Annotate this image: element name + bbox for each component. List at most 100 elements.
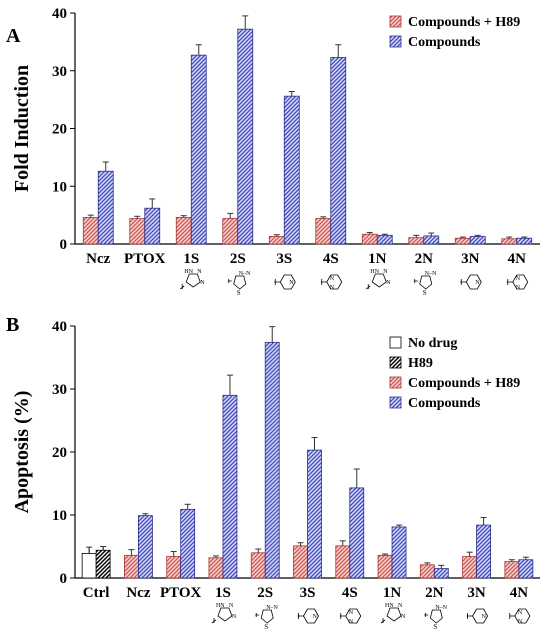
- legend-label: No drug: [408, 336, 457, 351]
- thiadiazole-icon: [413, 270, 438, 298]
- bar-compounds-2s: [264, 341, 280, 579]
- y-tick-label: 10: [52, 179, 67, 195]
- triazole-icon: [380, 602, 407, 624]
- bar-compounds-h89-2s: [222, 218, 239, 245]
- legend-label: Compounds + H89: [408, 15, 520, 30]
- y-tick-label: 0: [60, 571, 68, 587]
- y-axis-label: Apoptosis (%): [11, 391, 33, 514]
- triazole-icon: [211, 602, 238, 624]
- pyrimidine-icon: [320, 274, 343, 292]
- bar-compounds-ncz: [97, 170, 114, 245]
- bar-compounds-h89-2n: [408, 237, 425, 245]
- legend-swatch: [389, 35, 402, 48]
- bar-compounds-h89-1n: [361, 233, 378, 245]
- bar-compounds-1s: [222, 394, 238, 579]
- bar-compounds-1s: [190, 54, 207, 245]
- bar-compounds-h89-1n: [377, 554, 393, 579]
- y-tick-label: 40: [52, 6, 67, 22]
- bar-compounds-3n: [476, 524, 491, 579]
- bar-compounds-h89-4n: [501, 238, 518, 245]
- bar-compounds-h89-4n: [504, 561, 520, 579]
- category-label: PTOX: [160, 585, 202, 601]
- legend: Compounds + H89 Compounds: [389, 15, 520, 50]
- bar-compounds-2s: [237, 28, 254, 245]
- category-label: 4S: [323, 251, 339, 267]
- legend-swatch: [389, 376, 402, 389]
- legend-label: Compounds: [408, 35, 481, 50]
- bar-compounds-h89-ncz: [82, 217, 99, 245]
- legend-label: Compounds: [408, 396, 481, 411]
- pyridine-icon: [297, 608, 319, 624]
- category-label: 1N: [383, 585, 402, 601]
- bar-compounds-4s: [349, 487, 365, 579]
- triazole-icon: [365, 268, 392, 290]
- bar-compounds-h89-1s: [175, 217, 192, 245]
- bar-compounds-2n: [433, 568, 449, 579]
- category-label: 3S: [276, 251, 292, 267]
- category-label: 3N: [467, 585, 486, 601]
- panel-label: B: [6, 314, 19, 336]
- category-label: 4N: [508, 251, 527, 267]
- category-label: 2S: [230, 251, 246, 267]
- bar-compounds-3s: [283, 95, 300, 245]
- bar-compounds-3n: [469, 236, 486, 245]
- category-label: PTOX: [124, 251, 166, 267]
- bar-compounds-1n: [391, 526, 407, 579]
- bar-compounds-h89-ncz: [124, 554, 139, 579]
- bar-compounds-h89-1s: [208, 557, 224, 579]
- bar-compounds-h89-2n: [419, 564, 435, 579]
- category-label: 4S: [342, 585, 358, 601]
- bar-compounds-4n: [518, 559, 534, 579]
- bar-compounds-3s: [307, 449, 322, 579]
- pyridine-icon: [273, 274, 296, 290]
- bar-compounds-2n: [423, 235, 440, 245]
- panel-a-chart: 0 10 20 30 40 Fold Induction A Ncz PTOX 1S 2S 3S 4S 1…: [6, 6, 540, 298]
- category-label: Ncz: [126, 585, 150, 601]
- panel-label: A: [6, 25, 21, 47]
- bar-compounds-h89-2s: [250, 552, 266, 579]
- category-label: 1N: [368, 251, 387, 267]
- panel-b-chart: 0 10 20 30 40 Apoptosis (%) B Ctrl Ncz PTOX 1S 2S 3S…: [6, 314, 540, 632]
- legend-swatch: [389, 15, 402, 28]
- pyrimidine-icon: [339, 608, 362, 626]
- category-label: 2N: [425, 585, 444, 601]
- bar-compounds-h89-4s: [335, 545, 351, 579]
- bar-compounds-ncz: [138, 515, 153, 579]
- thiadiazole-icon: [254, 604, 280, 632]
- bar-compounds-4n: [516, 237, 533, 245]
- bar-no-drug-ctrl: [81, 553, 97, 579]
- category-label: 2N: [415, 251, 434, 267]
- bar-h89-ctrl: [95, 549, 111, 579]
- bar-compounds-h89-3s: [293, 545, 308, 579]
- bar-compounds-h89-3n: [462, 556, 477, 579]
- y-tick-label: 30: [52, 382, 67, 398]
- category-label: 3N: [461, 251, 480, 267]
- category-label: Ctrl: [83, 585, 110, 601]
- legend-label: H89: [408, 356, 433, 371]
- y-tick-label: 20: [52, 445, 67, 461]
- pyridine-icon: [466, 608, 489, 624]
- legend-swatch: [389, 336, 402, 349]
- y-tick-label: 40: [52, 319, 67, 335]
- bar-compounds-h89-ptox: [166, 556, 182, 579]
- bar-compounds-h89-ptox: [129, 218, 146, 245]
- thiadiazole-icon: [423, 604, 449, 632]
- bar-compounds-h89-4s: [315, 218, 332, 245]
- legend-label: Compounds + H89: [408, 376, 520, 391]
- bar-compounds-4s: [330, 57, 347, 245]
- category-label: 3S: [300, 585, 316, 601]
- y-tick-label: 0: [60, 237, 68, 253]
- bar-compounds-ptox: [180, 508, 196, 579]
- bar-compounds-h89-3n: [454, 237, 471, 245]
- category-label: 4N: [510, 585, 529, 601]
- y-tick-label: 20: [52, 122, 67, 138]
- pyrimidine-icon: [508, 608, 531, 626]
- thiadiazole-icon: [227, 270, 252, 298]
- y-tick-label: 10: [52, 508, 67, 524]
- bar-compounds-h89-3s: [268, 236, 285, 245]
- triazole-icon: [179, 268, 206, 290]
- y-tick-label: 30: [52, 64, 67, 80]
- bar-compounds-ptox: [144, 207, 161, 245]
- legend-swatch: [389, 396, 402, 409]
